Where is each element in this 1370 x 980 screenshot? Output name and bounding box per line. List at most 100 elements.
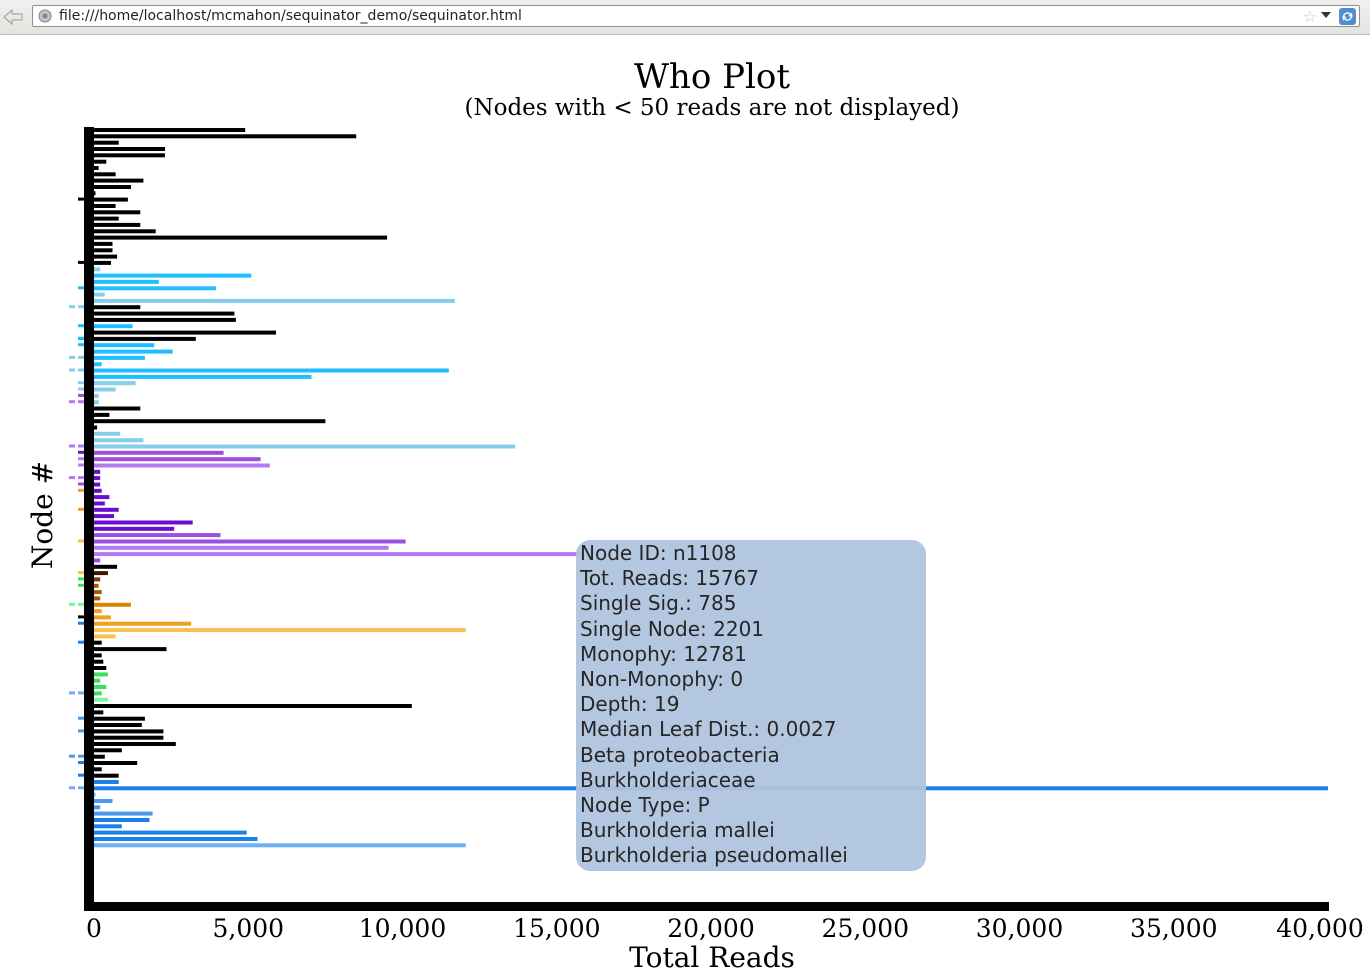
- bar[interactable]: [94, 792, 96, 797]
- bar[interactable]: [94, 545, 389, 550]
- bar[interactable]: [94, 134, 357, 139]
- bar[interactable]: [94, 260, 111, 265]
- bar[interactable]: [94, 678, 101, 683]
- bar[interactable]: [94, 222, 141, 227]
- bar[interactable]: [94, 735, 164, 740]
- bar[interactable]: [94, 805, 101, 810]
- bar[interactable]: [94, 761, 138, 765]
- bar[interactable]: [94, 229, 156, 234]
- bar[interactable]: [94, 659, 104, 664]
- bar[interactable]: [94, 463, 270, 468]
- bar[interactable]: [94, 558, 101, 563]
- bar[interactable]: [94, 393, 99, 398]
- bar[interactable]: [94, 438, 144, 443]
- bar[interactable]: [94, 704, 412, 708]
- bar[interactable]: [94, 742, 176, 746]
- bar[interactable]: [94, 185, 131, 189]
- bar[interactable]: [94, 716, 145, 721]
- bar[interactable]: [94, 799, 113, 803]
- bar[interactable]: [94, 495, 110, 500]
- bar[interactable]: [94, 273, 252, 278]
- bar[interactable]: [94, 267, 101, 272]
- bar[interactable]: [94, 723, 142, 727]
- back-arrow-icon[interactable]: [2, 7, 24, 27]
- bar[interactable]: [94, 590, 102, 595]
- bar[interactable]: [94, 520, 193, 525]
- bar[interactable]: [94, 241, 113, 246]
- bar[interactable]: [94, 128, 246, 132]
- bar[interactable]: [94, 204, 116, 208]
- bar[interactable]: [94, 615, 111, 620]
- bar[interactable]: [94, 191, 96, 196]
- bar[interactable]: [94, 450, 224, 455]
- bar[interactable]: [94, 431, 121, 436]
- bar[interactable]: [94, 748, 122, 753]
- bar[interactable]: [94, 507, 119, 512]
- reload-icon[interactable]: [1339, 8, 1356, 25]
- bar[interactable]: [94, 666, 107, 670]
- bar[interactable]: [94, 254, 118, 259]
- bar[interactable]: [94, 488, 102, 493]
- bar[interactable]: [94, 621, 192, 626]
- bar[interactable]: [94, 571, 108, 576]
- bar[interactable]: [94, 602, 131, 607]
- bar[interactable]: [94, 780, 119, 784]
- bar[interactable]: [94, 153, 165, 158]
- bar[interactable]: [94, 216, 119, 221]
- bar[interactable]: [94, 609, 102, 614]
- bar[interactable]: [94, 811, 153, 816]
- bar[interactable]: [94, 526, 175, 531]
- bar[interactable]: [94, 166, 99, 170]
- bar[interactable]: [94, 843, 466, 848]
- bar[interactable]: [94, 147, 165, 151]
- bar[interactable]: [94, 336, 196, 341]
- bar[interactable]: [94, 672, 108, 677]
- chevron-down-icon[interactable]: [1321, 12, 1331, 18]
- bar[interactable]: [94, 235, 388, 240]
- bar[interactable]: [94, 197, 128, 202]
- bar[interactable]: [94, 830, 247, 835]
- bar[interactable]: [94, 564, 118, 569]
- bar[interactable]: [94, 533, 221, 538]
- bar[interactable]: [94, 343, 155, 348]
- bar[interactable]: [94, 729, 164, 734]
- bar[interactable]: [94, 159, 107, 164]
- bar[interactable]: [94, 330, 276, 335]
- bar[interactable]: [94, 469, 101, 474]
- bar[interactable]: [94, 697, 108, 702]
- bar[interactable]: [94, 248, 113, 253]
- bar[interactable]: [94, 298, 455, 303]
- bar[interactable]: [94, 279, 159, 284]
- bar[interactable]: [94, 767, 102, 772]
- bar[interactable]: [94, 476, 101, 481]
- bar[interactable]: [94, 691, 102, 696]
- bar[interactable]: [94, 577, 101, 582]
- url-field[interactable]: file:///home/localhost/mcmahon/sequinato…: [32, 5, 1360, 27]
- bar[interactable]: [94, 324, 133, 329]
- bar[interactable]: [94, 210, 141, 215]
- bar[interactable]: [94, 444, 516, 449]
- bar[interactable]: [94, 317, 236, 322]
- bar[interactable]: [94, 286, 216, 291]
- bar[interactable]: [94, 539, 406, 544]
- bar[interactable]: [94, 754, 105, 759]
- bar[interactable]: [94, 374, 312, 379]
- bar[interactable]: [94, 172, 116, 177]
- bar[interactable]: [94, 501, 105, 506]
- bar[interactable]: [94, 178, 144, 183]
- bar[interactable]: [94, 355, 145, 360]
- bar[interactable]: [94, 292, 105, 297]
- bar[interactable]: [94, 419, 326, 424]
- bar[interactable]: [94, 818, 150, 822]
- bar[interactable]: [94, 305, 141, 310]
- bar[interactable]: [94, 387, 116, 392]
- bar[interactable]: [94, 381, 136, 386]
- bar[interactable]: [94, 837, 258, 841]
- bar[interactable]: [94, 349, 173, 354]
- bar[interactable]: [94, 710, 104, 715]
- bar[interactable]: [94, 368, 449, 373]
- bar[interactable]: [94, 596, 101, 601]
- bar[interactable]: [94, 647, 167, 652]
- bar[interactable]: [94, 514, 115, 519]
- bar[interactable]: [94, 311, 235, 316]
